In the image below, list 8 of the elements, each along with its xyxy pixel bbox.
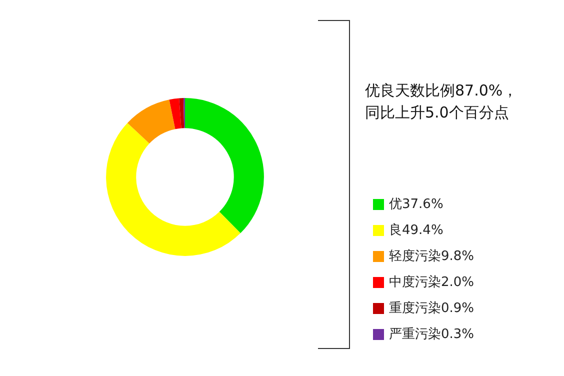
legend-label: 良49.4%	[389, 223, 444, 238]
legend-label: 重度污染0.9%	[389, 300, 474, 316]
legend-label: 严重污染0.3%	[389, 327, 474, 342]
text: 优良天数比例87.0%，	[365, 82, 518, 100]
legend-label: 中度污染2.0%	[389, 274, 474, 290]
text: 同比上升5.0个百分点	[365, 104, 509, 122]
legend-label: 轻度污染9.8%	[389, 248, 474, 264]
legend-label: 优37.6%	[389, 197, 444, 212]
